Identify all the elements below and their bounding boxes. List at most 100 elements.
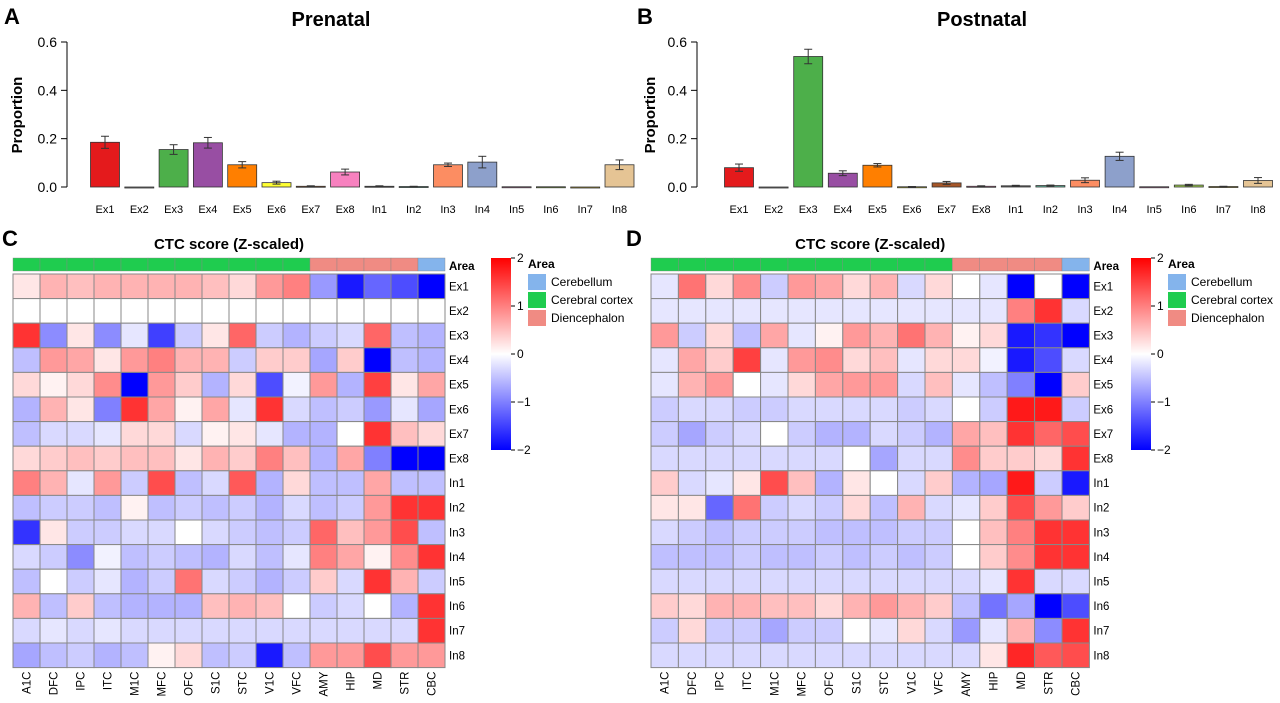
colorbar-tick-label: 2 xyxy=(517,251,524,265)
colorbar xyxy=(1131,258,1151,450)
heatmap-cell xyxy=(787,298,816,324)
heatmap-cell xyxy=(979,347,1008,373)
heatmap-cell xyxy=(650,642,679,669)
heatmap-cell xyxy=(255,519,284,546)
heatmap-cell xyxy=(174,396,203,423)
bar-ex4 xyxy=(192,142,223,188)
heatmap-cell xyxy=(677,494,707,521)
y-tick-label: 0.2 xyxy=(38,131,58,147)
heatmap-cell xyxy=(39,298,68,324)
heatmap-cell xyxy=(282,470,311,496)
heatmap-cell xyxy=(760,617,789,644)
area-strip-cell xyxy=(1007,257,1035,272)
heatmap-cell xyxy=(201,347,230,373)
heatmap-cell xyxy=(228,273,257,300)
row-label: In7 xyxy=(1093,626,1109,638)
row-label: Ex1 xyxy=(1093,281,1113,293)
column-label: MFC xyxy=(157,672,169,697)
heatmap-cell xyxy=(93,593,122,619)
heatmap-cell xyxy=(979,544,1008,570)
heatmap-cell xyxy=(732,322,762,349)
heatmap-cell xyxy=(363,519,392,546)
heatmap-cell xyxy=(677,273,707,300)
heatmap-cell xyxy=(66,298,95,324)
heatmap-cell xyxy=(897,371,926,398)
heatmap-cell xyxy=(363,470,392,496)
y-axis-label: Proportion xyxy=(642,77,659,154)
x-tick-label: Ex2 xyxy=(130,204,149,216)
heatmap-cell xyxy=(120,544,149,570)
row-label: In7 xyxy=(449,626,465,638)
heatmap-cell xyxy=(732,445,762,472)
heatmap-cell xyxy=(1006,642,1036,669)
heatmap-cell xyxy=(255,568,284,595)
heatmap-cell xyxy=(924,298,953,324)
heatmap-cell xyxy=(924,494,953,521)
panel-letter-a: A xyxy=(4,4,20,29)
heatmap-cell xyxy=(12,568,41,595)
heatmap-cell xyxy=(705,347,734,373)
heatmap-cell xyxy=(390,273,419,300)
x-tick-label: In8 xyxy=(612,204,627,216)
heatmap-cell xyxy=(732,494,762,521)
row-label: Ex3 xyxy=(1093,331,1113,343)
colorbar-tick-label: −2 xyxy=(1157,443,1171,457)
heatmap-cell xyxy=(677,544,707,570)
heatmap-title: CTC score (Z-scaled) xyxy=(154,236,304,253)
heatmap-cell xyxy=(201,445,230,472)
heatmap-cell xyxy=(760,494,789,521)
heatmap-cell xyxy=(201,568,230,595)
x-tick-label: Ex4 xyxy=(198,204,217,216)
heatmap-cell xyxy=(814,273,844,300)
heatmap-cell xyxy=(705,396,734,423)
column-label: S1C xyxy=(211,672,223,694)
heatmap-cell xyxy=(842,494,871,521)
row-label: In1 xyxy=(1093,478,1109,490)
heatmap-cell xyxy=(66,519,95,546)
heatmap-cell xyxy=(66,593,95,619)
heatmap-cell xyxy=(147,322,176,349)
heatmap-cell xyxy=(39,421,68,447)
column-label: A1C xyxy=(660,672,672,694)
heatmap-cell xyxy=(174,273,203,300)
heatmap-cell xyxy=(66,470,95,496)
heatmap-cell xyxy=(924,347,953,373)
heatmap-cell xyxy=(174,445,203,472)
heatmap-cell xyxy=(39,642,68,669)
heatmap-cell xyxy=(93,519,122,546)
heatmap-cell xyxy=(897,519,926,546)
heatmap-cell xyxy=(1061,593,1090,619)
row-label: Ex7 xyxy=(1093,429,1113,441)
heatmap-cell xyxy=(1034,396,1063,423)
heatmap-cell xyxy=(12,445,41,472)
heatmap-cell xyxy=(228,544,257,570)
heatmap-cell xyxy=(120,396,149,423)
heatmap-cell xyxy=(705,494,734,521)
heatmap-cell xyxy=(979,273,1008,300)
heatmap-cell xyxy=(363,568,392,595)
heatmap-cell xyxy=(228,568,257,595)
heatmap-cell xyxy=(390,544,419,570)
column-label: MD xyxy=(1016,672,1028,690)
heatmap-cell xyxy=(732,347,762,373)
heatmap-cell xyxy=(760,642,789,669)
heatmap-cell xyxy=(120,494,149,521)
heatmap-cell xyxy=(66,322,95,349)
heatmap-cell xyxy=(174,593,203,619)
heatmap-cell xyxy=(814,298,844,324)
x-tick-label: In7 xyxy=(1216,204,1231,216)
heatmap-cell xyxy=(309,519,338,546)
bar-ex3 xyxy=(158,149,189,188)
heatmap-cell xyxy=(93,273,122,300)
heatmap-cell xyxy=(336,273,365,300)
legend-item-label: Cerebellum xyxy=(1191,275,1252,289)
heatmap-cell xyxy=(897,617,926,644)
heatmap-cell xyxy=(93,642,122,669)
heatmap-cell xyxy=(897,445,926,472)
heatmap-cell xyxy=(282,273,311,300)
heatmap-cell xyxy=(282,642,311,669)
legend-swatch xyxy=(1168,292,1186,308)
heatmap-cell xyxy=(417,322,446,349)
heatmap-cell xyxy=(417,470,446,496)
heatmap-cell xyxy=(282,421,311,447)
